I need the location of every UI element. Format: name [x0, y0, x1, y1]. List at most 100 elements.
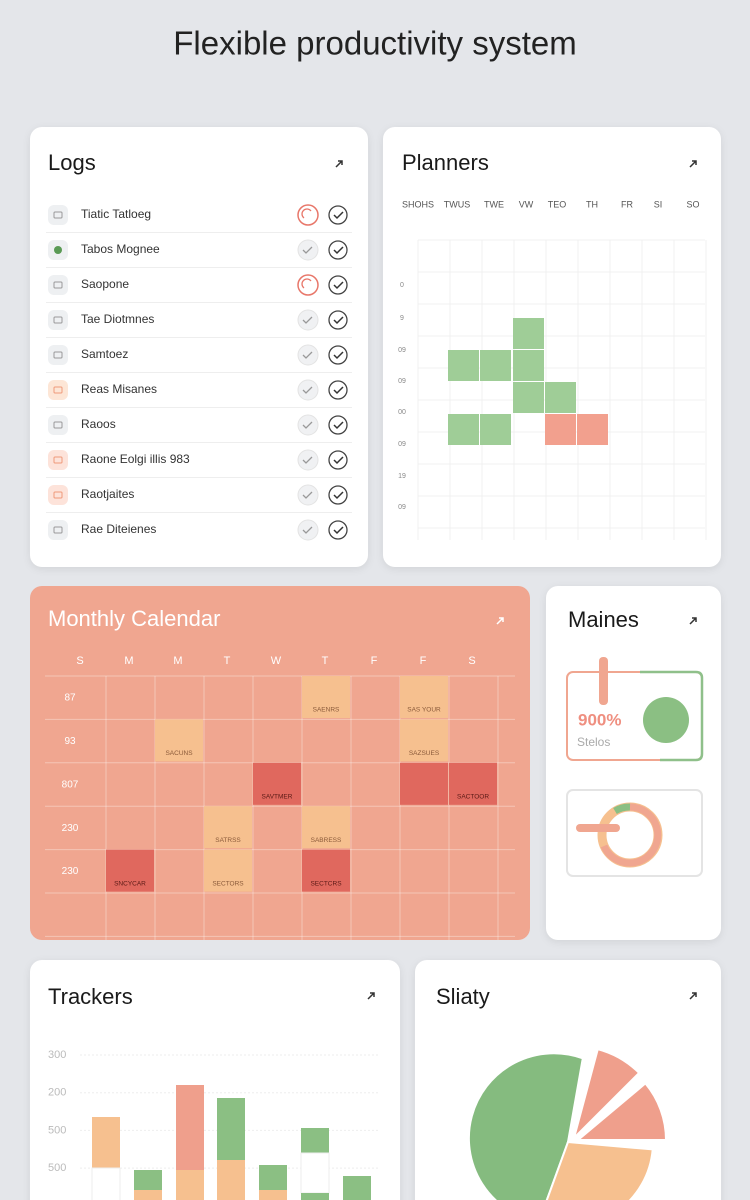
log-check — [328, 485, 348, 505]
log-icon — [48, 205, 68, 225]
log-status — [297, 239, 319, 261]
log-status — [297, 449, 319, 471]
log-icon — [48, 310, 68, 330]
log-icon-glyph — [53, 281, 63, 289]
day-label: TEO — [548, 199, 567, 209]
bar-segment — [301, 1193, 329, 1200]
log-icon — [48, 450, 68, 470]
log-item-label: Tabos Mognee — [81, 242, 160, 256]
log-status — [297, 484, 319, 506]
row-label: 9 — [400, 315, 404, 322]
bar-segment — [259, 1190, 287, 1200]
log-icon-glyph — [53, 386, 63, 394]
event-label: SACUNS — [165, 750, 193, 757]
widget-value: 900% — [578, 710, 621, 729]
row-label: 00 — [398, 409, 406, 416]
log-check-mark — [333, 491, 344, 500]
widget-pill — [576, 824, 620, 832]
log-item-label: Tae Diotmnes — [81, 312, 154, 326]
bar-segment — [259, 1165, 287, 1190]
log-check-mark — [333, 456, 344, 465]
event-label: SNCYCAR — [114, 880, 146, 887]
log-status — [297, 274, 319, 296]
log-icon-glyph — [53, 526, 63, 534]
card-title: Planners — [402, 150, 489, 175]
expand-icon[interactable] — [689, 617, 697, 625]
planner-cell — [448, 350, 479, 381]
expand-icon[interactable] — [335, 160, 343, 168]
planner-cell — [577, 414, 608, 445]
log-status — [297, 414, 319, 436]
row-label: 09 — [398, 441, 406, 448]
weekday-label: T — [322, 655, 329, 667]
weekday-label: F — [420, 655, 427, 667]
expand-icon[interactable] — [496, 617, 504, 625]
calendar-event — [400, 719, 448, 762]
day-label: SO — [686, 199, 699, 209]
calendar-event — [400, 762, 448, 805]
log-item-label: Reas Misanes — [81, 382, 157, 396]
log-icon-glyph — [53, 351, 63, 359]
log-icon — [48, 380, 68, 400]
card-title: Monthly Calendar — [48, 606, 220, 631]
pie-slice — [575, 1081, 668, 1141]
log-check-mark — [333, 316, 344, 325]
event-label: SABRESS — [311, 837, 342, 844]
axis-label: 200 — [48, 1087, 66, 1099]
pie-slice — [467, 1052, 584, 1200]
calendar-event — [400, 676, 448, 718]
tracker-bars — [91, 1085, 371, 1200]
weekday-label: F — [371, 655, 378, 667]
log-status-mark — [301, 208, 312, 219]
log-check — [328, 415, 348, 435]
calendar-event — [204, 806, 252, 849]
row-label: 09 — [398, 347, 406, 354]
expand-icon[interactable] — [689, 160, 697, 168]
pie-slice — [572, 1047, 641, 1142]
bar-segment — [92, 1117, 120, 1168]
maines-widget: 900% Stelos — [566, 657, 704, 877]
bar-segment — [134, 1170, 162, 1190]
row-label: 19 — [398, 473, 406, 480]
log-check-mark — [333, 421, 344, 430]
log-icon-glyph — [53, 456, 63, 464]
log-check — [328, 205, 348, 225]
log-check-mark — [333, 386, 344, 395]
page-title: Flexible productivity system — [173, 25, 576, 62]
log-check-mark — [333, 526, 344, 535]
day-label: TH — [586, 199, 598, 209]
calendar-event — [253, 762, 301, 805]
log-item-label: Raone Eolgi illis 983 — [81, 452, 190, 466]
log-item-label: Saopone — [81, 277, 129, 291]
weekday-label: T — [224, 655, 231, 667]
widget-box — [566, 789, 703, 877]
planner-cell — [513, 382, 544, 413]
log-check — [328, 240, 348, 260]
widget-border — [640, 670, 704, 762]
bar-segment — [343, 1176, 371, 1200]
expand-icon[interactable] — [689, 992, 697, 1000]
log-check — [328, 310, 348, 330]
event-label: SAZSUES — [409, 750, 440, 757]
log-check — [328, 380, 348, 400]
log-icon — [48, 275, 68, 295]
log-status-mark — [302, 526, 313, 534]
expand-icons — [335, 160, 697, 1000]
row-label: 09 — [398, 378, 406, 385]
expand-icon[interactable] — [367, 992, 375, 1000]
planner-cell — [545, 382, 576, 413]
log-status — [297, 309, 319, 331]
row-label: 230 — [62, 866, 79, 877]
widget-bar — [599, 657, 608, 705]
log-status — [297, 344, 319, 366]
log-check — [328, 345, 348, 365]
log-status-mark — [301, 278, 312, 289]
log-item-label: Samtoez — [81, 347, 128, 361]
card-title: Sliaty — [436, 984, 490, 1009]
log-check-mark — [333, 281, 344, 290]
calendar-event — [302, 806, 350, 849]
day-label: TWUS — [444, 199, 471, 209]
log-status-mark — [302, 316, 313, 324]
planner-cell — [545, 414, 576, 445]
